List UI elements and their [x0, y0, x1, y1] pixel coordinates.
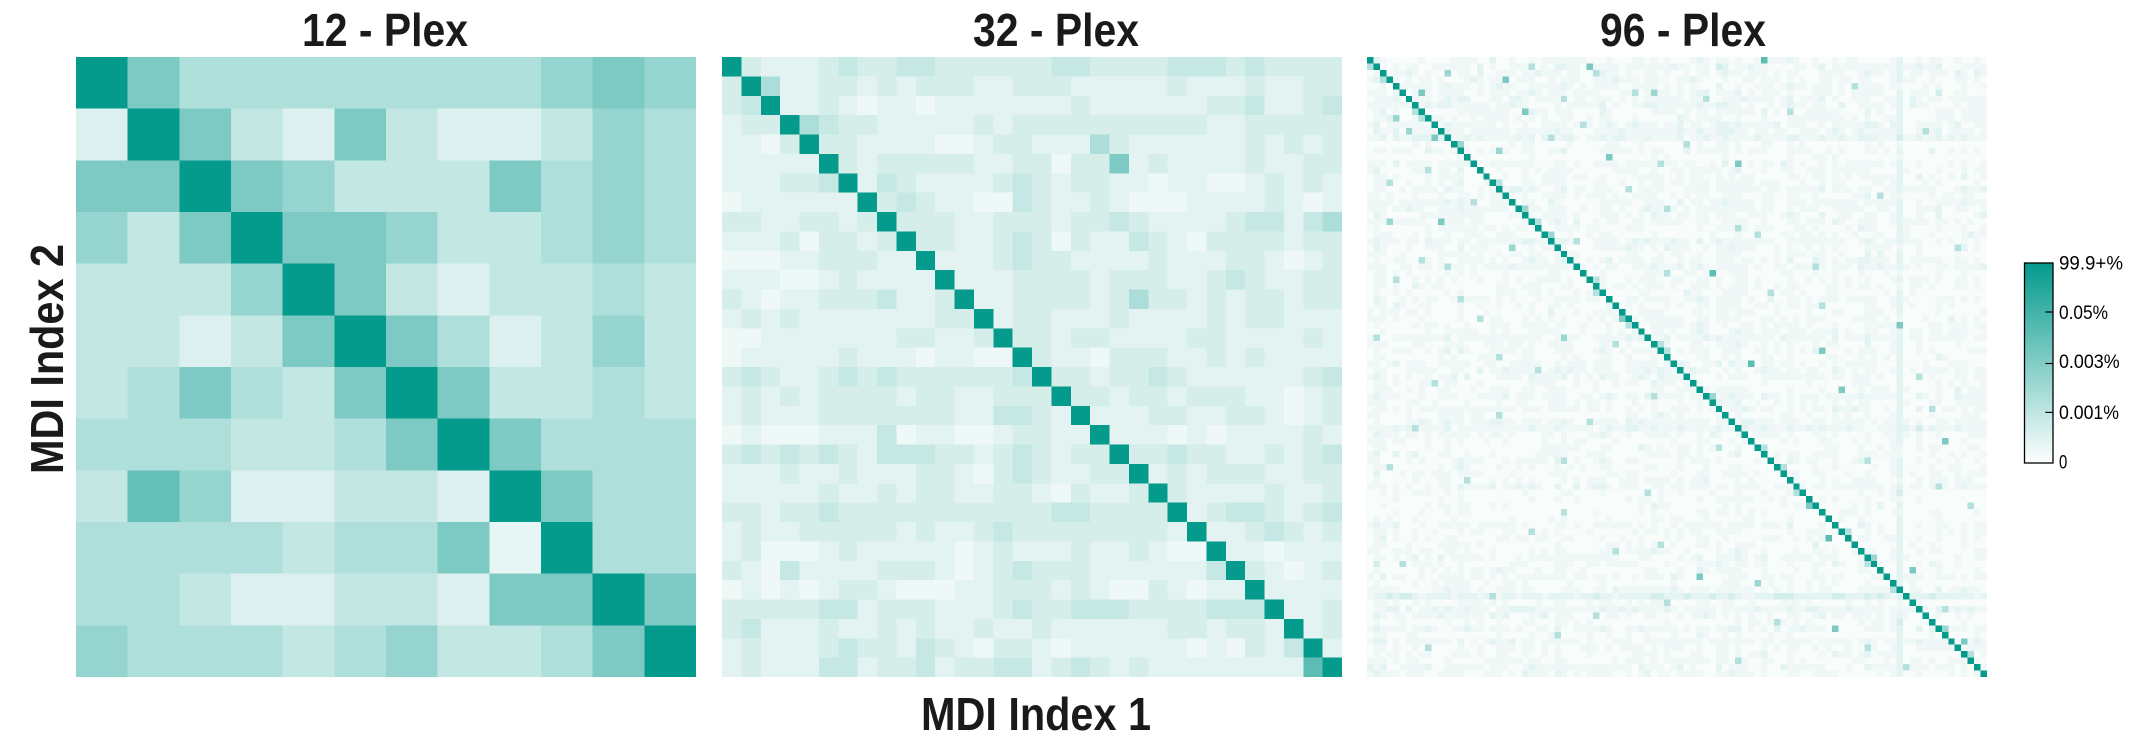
svg-text:0.05%: 0.05%: [2059, 302, 2108, 324]
svg-text:96 - Plex: 96 - Plex: [1600, 4, 1766, 56]
svg-text:99.9+%: 99.9+%: [2059, 253, 2123, 275]
svg-text:MDI Index 1: MDI Index 1: [921, 688, 1151, 740]
svg-text:0.003%: 0.003%: [2059, 351, 2120, 373]
svg-text:32 - Plex: 32 - Plex: [973, 4, 1139, 56]
svg-text:0: 0: [2059, 452, 2067, 474]
svg-text:12 - Plex: 12 - Plex: [302, 4, 468, 56]
svg-text:MDI Index 2: MDI Index 2: [21, 244, 73, 474]
svg-text:0.001%: 0.001%: [2059, 402, 2119, 424]
